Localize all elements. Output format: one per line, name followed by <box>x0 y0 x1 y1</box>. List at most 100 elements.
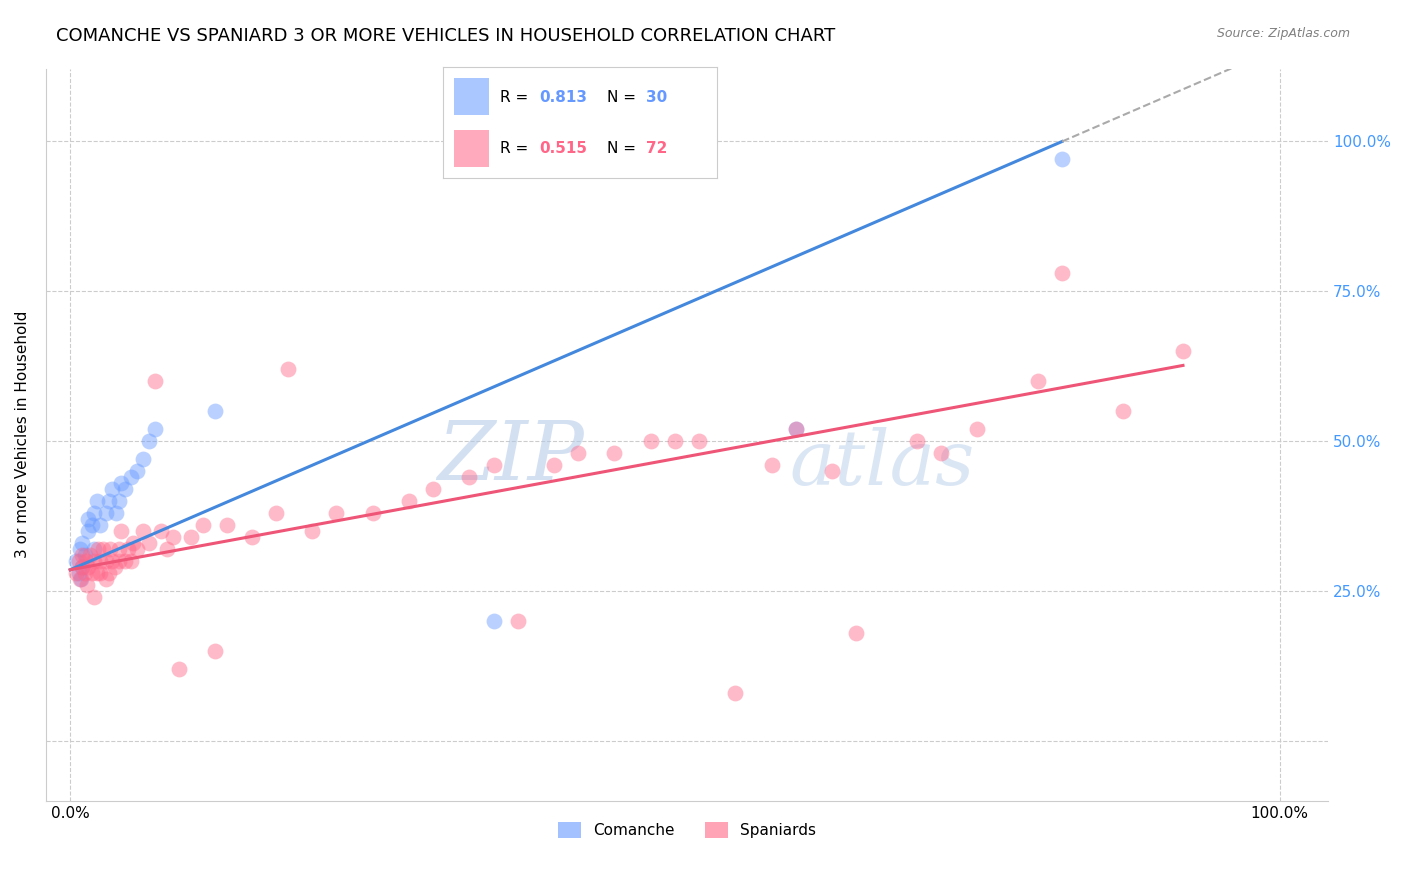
Point <box>125 464 148 478</box>
Point <box>640 434 662 448</box>
Point <box>785 422 807 436</box>
Point <box>125 541 148 556</box>
Point <box>398 493 420 508</box>
Point <box>143 374 166 388</box>
Point <box>114 482 136 496</box>
Point <box>724 686 747 700</box>
Text: 72: 72 <box>645 141 668 156</box>
Point <box>70 572 93 586</box>
Point <box>361 506 384 520</box>
Point <box>1050 266 1073 280</box>
Point <box>96 506 118 520</box>
Point <box>193 517 215 532</box>
Point <box>138 535 160 549</box>
Point <box>761 458 783 472</box>
Point <box>104 559 127 574</box>
Point <box>603 446 626 460</box>
Point <box>67 554 90 568</box>
Y-axis label: 3 or more Vehicles in Household: 3 or more Vehicles in Household <box>15 311 30 558</box>
Point <box>80 566 103 580</box>
Point <box>204 403 226 417</box>
Point <box>301 524 323 538</box>
Point <box>65 554 87 568</box>
Point <box>688 434 710 448</box>
Point <box>89 554 111 568</box>
Point <box>458 469 481 483</box>
Point <box>264 506 287 520</box>
Point <box>77 559 100 574</box>
Point <box>80 517 103 532</box>
Point <box>101 482 124 496</box>
Point <box>97 566 120 580</box>
Point <box>845 625 868 640</box>
Point <box>114 554 136 568</box>
Text: R =: R = <box>501 141 534 156</box>
Bar <box>454 130 489 168</box>
Bar <box>454 78 489 115</box>
Point <box>482 614 505 628</box>
Point <box>482 458 505 472</box>
Point <box>69 572 91 586</box>
Point <box>122 535 145 549</box>
Point <box>73 566 96 580</box>
Point <box>72 535 94 549</box>
Point <box>76 578 98 592</box>
Point <box>86 493 108 508</box>
Point <box>785 422 807 436</box>
Point <box>83 506 105 520</box>
Point <box>75 554 97 568</box>
Point <box>83 554 105 568</box>
Text: 0.515: 0.515 <box>538 141 586 156</box>
Point <box>69 541 91 556</box>
Point <box>87 541 110 556</box>
Point <box>204 644 226 658</box>
Point <box>97 493 120 508</box>
Point <box>167 662 190 676</box>
Point <box>89 566 111 580</box>
Point <box>110 524 132 538</box>
Text: 30: 30 <box>645 89 666 104</box>
Point <box>138 434 160 448</box>
Point <box>149 524 172 538</box>
Point <box>217 517 239 532</box>
Legend: Comanche, Spaniards: Comanche, Spaniards <box>551 816 823 845</box>
Point <box>966 422 988 436</box>
Point <box>1050 152 1073 166</box>
Text: N =: N = <box>607 141 641 156</box>
Point <box>506 614 529 628</box>
Point <box>96 572 118 586</box>
Point <box>72 559 94 574</box>
Point <box>143 422 166 436</box>
Point <box>821 464 844 478</box>
Point <box>422 482 444 496</box>
Point <box>117 541 139 556</box>
Point <box>132 524 155 538</box>
Point <box>79 548 101 562</box>
Point <box>1171 343 1194 358</box>
Point <box>156 541 179 556</box>
Point <box>86 566 108 580</box>
Point <box>120 554 142 568</box>
Point <box>91 541 114 556</box>
Text: atlas: atlas <box>790 427 974 501</box>
Point <box>110 475 132 490</box>
Point <box>929 446 952 460</box>
Point <box>105 506 128 520</box>
Point <box>277 361 299 376</box>
Point <box>240 530 263 544</box>
Text: N =: N = <box>607 89 641 104</box>
Text: ZIP: ZIP <box>437 417 585 497</box>
Point <box>162 530 184 544</box>
Point <box>107 554 129 568</box>
Point <box>180 530 202 544</box>
Point <box>72 548 94 562</box>
Point <box>325 506 347 520</box>
Text: COMANCHE VS SPANIARD 3 OR MORE VEHICLES IN HOUSEHOLD CORRELATION CHART: COMANCHE VS SPANIARD 3 OR MORE VEHICLES … <box>56 27 835 45</box>
Point <box>65 566 87 580</box>
Point <box>83 541 105 556</box>
Point <box>664 434 686 448</box>
Point <box>96 554 118 568</box>
Point <box>543 458 565 472</box>
Point <box>107 541 129 556</box>
Point <box>72 559 94 574</box>
